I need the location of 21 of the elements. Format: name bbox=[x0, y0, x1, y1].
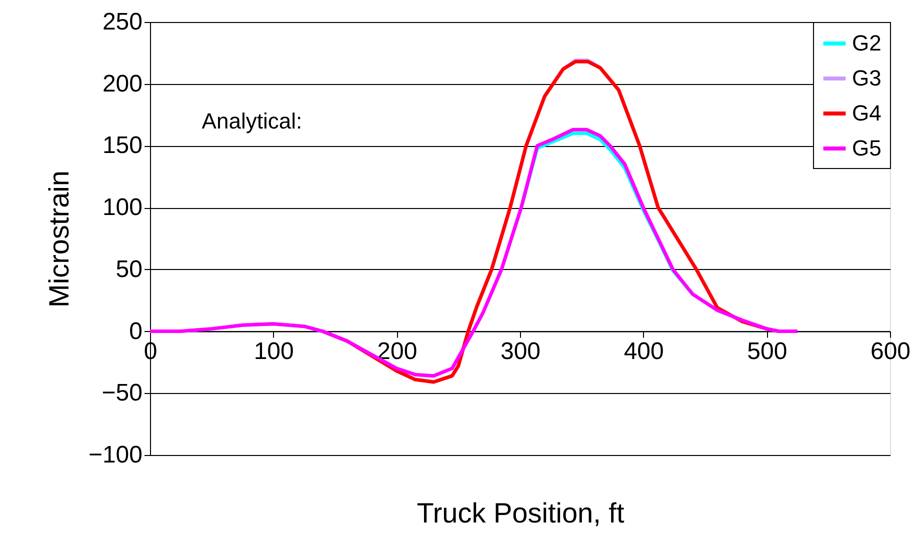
x-tick-label: 300 bbox=[500, 338, 541, 365]
legend-label: G2 bbox=[852, 30, 882, 56]
x-tick-label: 600 bbox=[870, 338, 911, 365]
legend-label: G4 bbox=[852, 100, 882, 126]
y-tick-label: 100 bbox=[102, 194, 142, 222]
x-tick-label: 400 bbox=[624, 338, 664, 365]
x-tick-label: 500 bbox=[747, 338, 788, 365]
y-tick-label: 150 bbox=[102, 132, 142, 160]
legend-label: G5 bbox=[852, 136, 882, 160]
legend-label: G3 bbox=[852, 66, 882, 90]
y-tick-label: 200 bbox=[102, 70, 142, 98]
y-tick-label: 50 bbox=[116, 256, 142, 283]
annotation: Analytical: bbox=[202, 108, 302, 134]
y-tick-label: 0 bbox=[129, 318, 142, 345]
y-tick-label: −50 bbox=[102, 380, 142, 407]
x-tick-label: 100 bbox=[254, 338, 294, 365]
y-tick-label: 250 bbox=[102, 8, 142, 36]
x-axis-title: Truck Position, ft bbox=[416, 498, 624, 528]
y-axis-title: Microstrain bbox=[43, 170, 74, 308]
x-tick-label: 200 bbox=[377, 338, 418, 365]
y-tick-label: −100 bbox=[88, 442, 142, 468]
